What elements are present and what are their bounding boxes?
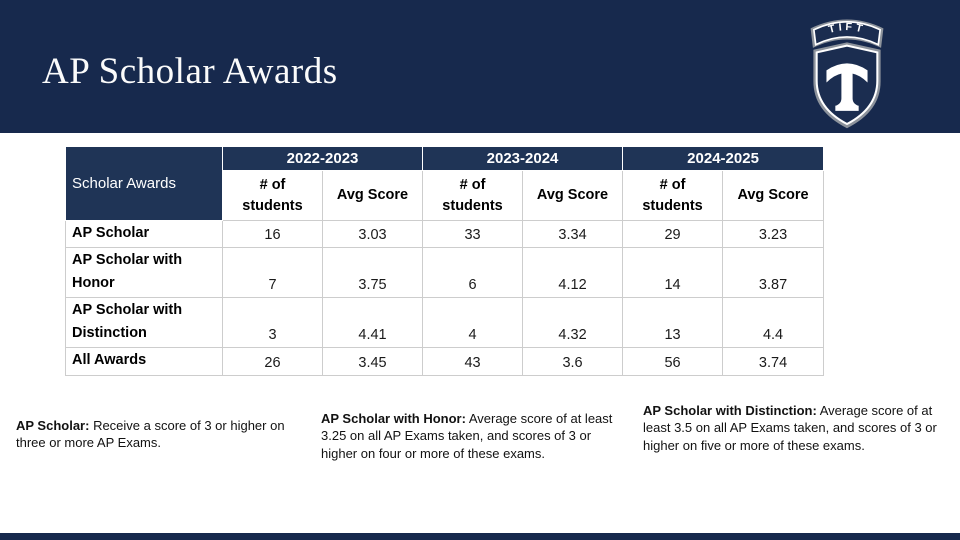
table-header-sub: # of students Avg Score # of students Av…	[66, 170, 825, 221]
year-header-2023-2024: 2023-2024	[422, 146, 624, 171]
title-band: AP Scholar Awards	[0, 0, 960, 133]
col-header-students: # of students	[222, 170, 323, 221]
footer-band	[0, 533, 960, 540]
cell-value: 26	[222, 347, 323, 376]
cell-value: 29	[622, 219, 724, 249]
definition-ap-scholar-honor: AP Scholar with Honor: Average score of …	[321, 410, 625, 462]
row-label: AP Scholar with Honor	[65, 247, 223, 299]
row-label: AP Scholar	[65, 219, 223, 249]
cell-value: 16	[222, 219, 323, 249]
corner-header: Scholar Awards	[65, 146, 223, 221]
cell-value: 6	[422, 247, 524, 299]
row-label: All Awards	[65, 347, 223, 376]
year-header-2024-2025: 2024-2025	[622, 146, 825, 171]
cell-value: 14	[622, 247, 724, 299]
banner	[812, 21, 882, 46]
banner-text: TIFT	[827, 21, 867, 36]
tift-crest-logo: TIFT	[810, 19, 884, 129]
cell-value: 4.41	[321, 297, 424, 349]
table-row: AP Scholar with Honor 7 3.75 6 4.12 14 3…	[65, 247, 825, 299]
definition-text: Average score of at least 3.25 on all AP…	[321, 411, 613, 461]
cell-value: 3.87	[722, 247, 825, 299]
cell-value: 3.6	[522, 347, 624, 376]
col-header-students: # of students	[422, 170, 524, 221]
table-header-years: Scholar Awards 2022-2023 2023-2024 2024-…	[65, 146, 825, 221]
table-row: AP Scholar with Distinction 3 4.41 4 4.3…	[65, 297, 825, 349]
table-row: AP Scholar 16 3.03 33 3.34 29 3.23	[65, 219, 825, 249]
col-header-avg-score: Avg Score	[321, 170, 424, 221]
col-header-students: # of students	[622, 170, 724, 221]
cell-value: 43	[422, 347, 524, 376]
cell-value: 3.03	[321, 219, 424, 249]
cell-value: 3	[222, 297, 323, 349]
cell-value: 33	[422, 219, 524, 249]
col-header-avg-score: Avg Score	[522, 170, 624, 221]
cell-value: 56	[622, 347, 724, 376]
definition-ap-scholar-distinction: AP Scholar with Distinction: Average sco…	[643, 402, 949, 454]
row-label: AP Scholar with Distinction	[65, 297, 223, 349]
definition-term: AP Scholar:	[16, 418, 90, 433]
cell-value: 3.74	[722, 347, 825, 376]
page-title: AP Scholar Awards	[42, 51, 338, 92]
cell-value: 4.32	[522, 297, 624, 349]
table-row: All Awards 26 3.45 43 3.6 56 3.74	[65, 347, 825, 376]
definition-ap-scholar: AP Scholar: Receive a score of 3 or high…	[16, 417, 312, 452]
definition-text: Receive a score of 3 or higher on three …	[16, 418, 285, 451]
ap-scholar-awards-table: Scholar Awards 2022-2023 2023-2024 2024-…	[65, 146, 825, 376]
definition-term: AP Scholar with Distinction:	[643, 403, 817, 418]
cell-value: 13	[622, 297, 724, 349]
cell-value: 3.45	[321, 347, 424, 376]
cell-value: 3.75	[321, 247, 424, 299]
cell-value: 4.4	[722, 297, 825, 349]
cell-value: 3.34	[522, 219, 624, 249]
year-header-2022-2023: 2022-2023	[221, 146, 424, 171]
definition-text: Average score of at least 3.5 on all AP …	[643, 403, 937, 453]
cell-value: 3.23	[722, 219, 825, 249]
col-header-avg-score: Avg Score	[722, 170, 825, 221]
cell-value: 7	[222, 247, 323, 299]
t-letter-icon	[826, 63, 868, 111]
definition-term: AP Scholar with Honor:	[321, 411, 466, 426]
cell-value: 4	[422, 297, 524, 349]
cell-value: 4.12	[522, 247, 624, 299]
